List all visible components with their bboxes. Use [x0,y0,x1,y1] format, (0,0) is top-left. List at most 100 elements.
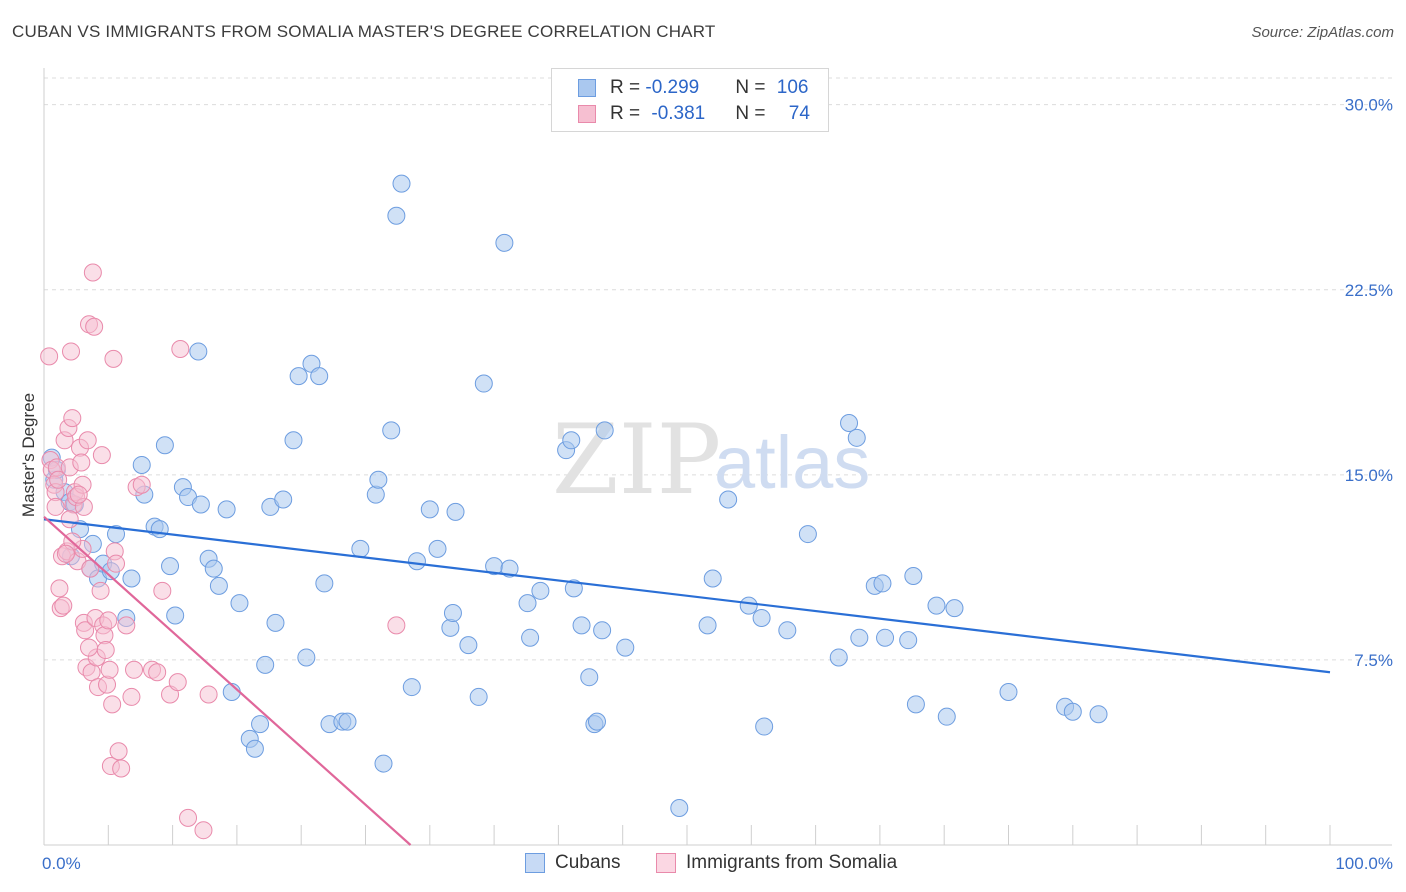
somalia-point [112,759,131,778]
cubans-point [428,539,447,558]
legend-r-value: -0.381 [651,103,706,124]
cubans-point [420,500,439,519]
cubans-point [904,567,923,586]
cubans-point [876,628,895,647]
somalia-points [40,263,406,840]
cubans-points [42,174,1108,817]
somalia-point [96,641,115,660]
bottom-legend-swatch-pink [656,853,676,873]
somalia-point [81,559,100,578]
cubans-point [562,431,581,450]
cubans-point [798,525,817,544]
somalia-point [92,446,111,465]
somalia-point [54,596,73,615]
somalia-point [63,409,82,428]
y-tick-label: 15.0% [1345,466,1393,485]
cubans-point [289,367,308,386]
somalia-point [49,470,68,489]
source-credit: Source: ZipAtlas.com [1251,24,1394,41]
somalia-point [148,663,167,682]
legend-swatch-blue [578,79,596,97]
cubans-point [752,608,771,627]
cubans-point [338,712,357,731]
cubans-point [521,628,540,647]
bottom-legend-label: Cubans [555,852,621,873]
somalia-point [199,685,218,704]
somalia-point [194,821,213,840]
cubans-point [387,206,406,225]
cubans-point [670,798,689,817]
bottom-legend-cubans: Cubans [525,852,621,874]
cubans-point [315,574,334,593]
cubans-point [595,421,614,440]
somalia-point [50,579,69,598]
bottom-legend-label: Immigrants from Somalia [686,852,898,873]
cubans-point [122,569,141,588]
somalia-trend-line [43,515,412,846]
cubans-point [840,414,859,433]
cubans-point [531,581,550,600]
bottom-legend-swatch-blue [525,853,545,873]
cubans-point [351,539,370,558]
trend-lines [43,515,1331,846]
legend-row-somalia: R = -0.381 N = 74 [578,101,810,127]
cubans-point [150,520,169,539]
cubans-point [230,594,249,613]
somalia-point [56,544,75,563]
cubans-point [245,739,264,758]
watermark-atlas: atlas [714,421,870,504]
cubans-point [217,500,236,519]
somalia-point [117,616,136,635]
cubans-point [369,470,388,489]
legend-n-value: 106 [776,77,809,98]
somalia-point [171,339,190,358]
cubans-point [474,374,493,393]
somalia-point [98,675,117,694]
cubans-point [189,342,208,361]
cubans-point [572,616,591,635]
cubans-point [703,569,722,588]
cubans-point [132,455,151,474]
cubans-point [469,687,488,706]
x-tick-label: 0.0% [42,854,81,873]
cubans-point [204,559,223,578]
watermark-zip: ZIP [552,404,721,516]
somalia-point [387,616,406,635]
somalia-point [179,808,198,827]
cubans-point [899,631,918,650]
cubans-point [446,502,465,521]
cubans-point [873,574,892,593]
legend-r-label: R = [610,77,646,98]
legend-n-label: N = [735,103,771,124]
somalia-point [168,673,187,692]
cubans-point [310,367,329,386]
somalia-point [72,453,91,472]
cubans-point [1089,705,1108,724]
cubans-point [495,233,514,252]
y-axis-label: Master's Degree [19,393,38,517]
cubans-point [587,712,606,731]
somalia-point [107,554,126,573]
cubans-point [500,559,519,578]
cubans-point [564,579,583,598]
cubans-point [256,655,275,674]
cubans-point [374,754,393,773]
somalia-point [103,695,122,714]
x-tick-labels: 0.0% 100.0% [42,854,1393,873]
cubans-point [191,495,210,514]
somalia-point [80,638,99,657]
cubans-point [274,490,293,509]
cubans-point [937,707,956,726]
cubans-point [297,648,316,667]
cubans-point [402,678,421,697]
cubans-point [161,557,180,576]
y-tick-labels: 7.5% 15.0% 22.5% 30.0% [1345,96,1393,670]
chart-title: CUBAN VS IMMIGRANTS FROM SOMALIA MASTER'… [12,22,716,41]
cubans-point [407,552,426,571]
legend-n-value: 74 [788,103,810,124]
somalia-point [109,742,128,761]
cubans-point [382,421,401,440]
cubans-point [927,596,946,615]
legend-r-label: R = [610,103,646,124]
correlation-legend: R = -0.299 N = 106 R = -0.381 N = 74 [551,68,829,132]
